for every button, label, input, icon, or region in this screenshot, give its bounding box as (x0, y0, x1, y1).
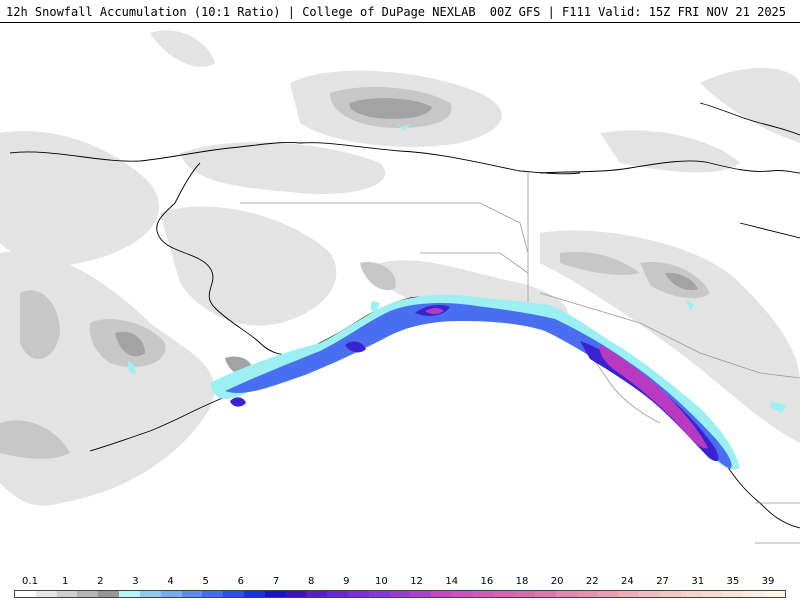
legend-tick-label: 8 (307, 576, 315, 587)
legend-swatch (410, 591, 432, 597)
legend-swatch (660, 591, 681, 597)
legend-tick-label: 9 (343, 576, 350, 587)
snowfall-map (0, 22, 800, 577)
legend-swatch (306, 591, 328, 597)
snowfall-magenta-max (425, 308, 708, 449)
legend-tick-label: 6 (237, 576, 245, 587)
legend-swatch (535, 591, 557, 597)
legend-swatch (368, 591, 390, 597)
legend-swatch (639, 591, 661, 597)
legend-swatch (472, 591, 494, 597)
legend-swatch (181, 591, 203, 597)
legend-tick-label: 39 (761, 576, 775, 587)
legend-swatch (431, 591, 453, 597)
legend-tick-label: 3 (132, 576, 139, 587)
title-bar: 12h Snowfall Accumulation (10:1 Ratio) |… (0, 0, 800, 22)
legend-tick-label: 24 (621, 576, 634, 587)
legend-swatch (77, 591, 99, 597)
model-valid-time: 00Z GFS | F111 Valid: 15Z FRI NOV 21 202… (489, 5, 786, 19)
legend-tick-label: 14 (445, 576, 459, 587)
legend-tick-label: 35 (726, 576, 740, 587)
legend-tick-label: 2 (97, 576, 104, 587)
legend-swatch (618, 591, 640, 597)
legend-swatch (327, 591, 348, 597)
legend-swatch (264, 591, 286, 597)
legend-swatch (160, 591, 182, 597)
legend-tick-label: 12 (410, 576, 423, 587)
legend-swatch (285, 591, 307, 597)
legend-swatch (348, 591, 369, 597)
snowfall-dark-gray-shading (115, 98, 698, 376)
legend-swatch (743, 591, 765, 597)
legend-swatch (722, 591, 744, 597)
legend-swatch (514, 591, 536, 597)
legend-tick-label: 0.1 (22, 576, 38, 587)
legend-swatch (452, 591, 473, 597)
legend-tick-label: 18 (515, 576, 529, 587)
legend-tick-label: 22 (585, 576, 599, 587)
legend-swatch (139, 591, 161, 597)
legend-swatch (576, 591, 598, 597)
legend-swatch (202, 591, 224, 597)
legend-swatch (701, 591, 723, 597)
legend-tick-label: 27 (656, 576, 669, 587)
legend-swatch (15, 591, 36, 597)
legend-tick-label: 4 (167, 576, 174, 587)
legend-swatch (764, 591, 786, 597)
legend-tick-label: 5 (202, 576, 209, 587)
legend-colorbar (14, 590, 786, 598)
legend-swatch (119, 591, 140, 597)
legend-swatch (223, 591, 244, 597)
legend-swatch (243, 591, 265, 597)
legend-swatch (35, 591, 57, 597)
legend-tick-label: 10 (375, 576, 388, 587)
legend-swatch (681, 591, 702, 597)
legend-swatch (389, 591, 411, 597)
legend-swatch (597, 591, 619, 597)
legend-tick-label: 1 (61, 576, 69, 587)
legend-tick-label: 20 (550, 576, 564, 587)
product-title: 12h Snowfall Accumulation (10:1 Ratio) |… (6, 5, 476, 19)
legend-labels: 0.1 1 2 3 4 5 6 7 8 9 10 12 14 16 18 20 22 24 27 31 35 39 (0, 576, 800, 590)
legend-swatch (493, 591, 515, 597)
legend-tick-label: 16 (480, 576, 494, 587)
legend-tick-label: 31 (691, 576, 705, 587)
legend-swatch (556, 591, 577, 597)
legend-tick-label: 7 (272, 576, 280, 587)
legend-swatch (98, 591, 120, 597)
legend-swatch (56, 591, 78, 597)
